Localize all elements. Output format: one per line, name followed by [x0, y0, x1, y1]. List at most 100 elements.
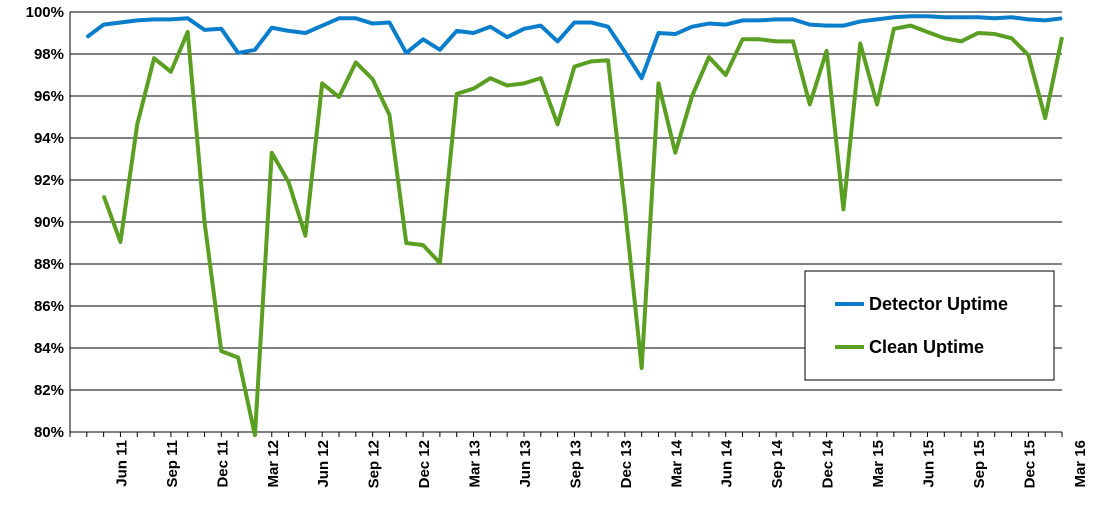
data-point-detector-uptime [304, 32, 306, 34]
x-tick-label: Jun 15 [920, 440, 937, 488]
y-axis-tick-labels: 80% 82% 84% 86% 88% 90% 92% 94% 96% 98% 100% [26, 4, 64, 441]
data-point-clean-uptime [153, 57, 155, 59]
data-point-clean-uptime [893, 28, 895, 30]
x-tick-label: Dec 12 [416, 440, 433, 488]
x-tick-label: Jun 14 [719, 439, 736, 487]
legend-box [804, 270, 1055, 381]
data-point-clean-uptime [926, 31, 929, 33]
data-point-clean-uptime [170, 71, 172, 73]
data-point-detector-uptime [388, 21, 391, 24]
data-point-detector-uptime [876, 18, 878, 20]
y-tick-label: 96% [34, 88, 64, 105]
data-point-clean-uptime [775, 40, 777, 43]
data-point-clean-uptime [1010, 37, 1013, 39]
x-tick-label: Dec 14 [820, 439, 837, 488]
data-point-clean-uptime [355, 61, 357, 64]
x-tick-label: Sep 15 [971, 440, 988, 488]
x-tick-label: Mar 14 [668, 439, 685, 487]
data-point-detector-uptime [439, 49, 441, 51]
data-point-clean-uptime [103, 195, 105, 197]
data-point-detector-uptime [674, 33, 676, 35]
data-point-detector-uptime [725, 24, 727, 26]
data-point-detector-uptime [893, 16, 895, 18]
data-point-detector-uptime [607, 26, 609, 28]
data-point-clean-uptime [304, 235, 306, 237]
data-point-clean-uptime [388, 114, 391, 116]
data-point-clean-uptime [657, 82, 660, 84]
data-point-detector-uptime [170, 18, 172, 20]
data-point-clean-uptime [876, 103, 878, 105]
data-point-detector-uptime [372, 22, 374, 25]
data-point-clean-uptime [372, 78, 374, 80]
data-point-detector-uptime [708, 22, 710, 25]
series-lines [85, 14, 1064, 438]
data-point-detector-uptime [691, 26, 693, 28]
x-tick-label: Sep 14 [769, 439, 786, 488]
y-tick-label: 82% [34, 382, 64, 399]
data-point-detector-uptime [220, 28, 222, 30]
x-tick-label: Sep 13 [567, 440, 584, 488]
data-point-clean-uptime [321, 82, 323, 84]
data-point-clean-uptime [456, 93, 458, 95]
data-point-clean-uptime [842, 208, 845, 210]
data-point-clean-uptime [287, 181, 290, 183]
data-point-detector-uptime [472, 32, 475, 34]
data-point-clean-uptime [607, 59, 609, 61]
data-point-clean-uptime [994, 33, 996, 35]
data-point-detector-uptime [741, 19, 744, 21]
data-point-clean-uptime [1044, 117, 1046, 119]
data-point-clean-uptime [809, 103, 811, 105]
x-tick-label: Mar 12 [265, 440, 282, 488]
data-point-clean-uptime [203, 221, 206, 223]
data-point-clean-uptime [590, 60, 592, 62]
data-point-clean-uptime [237, 356, 239, 359]
data-point-detector-uptime [1010, 16, 1013, 18]
y-tick-label: 98% [34, 46, 64, 63]
y-tick-label: 100% [26, 4, 64, 21]
data-point-detector-uptime [657, 32, 660, 34]
data-point-detector-uptime [775, 18, 777, 20]
data-point-clean-uptime [573, 66, 576, 68]
data-point-detector-uptime [842, 25, 845, 27]
x-tick-label: Mar 16 [1072, 440, 1089, 488]
x-tick-label: Dec 13 [618, 440, 635, 488]
data-point-clean-uptime [338, 96, 340, 98]
data-point-clean-uptime [540, 77, 542, 79]
data-point-clean-uptime [624, 206, 626, 208]
data-point-clean-uptime [472, 88, 475, 90]
data-point-detector-uptime [456, 30, 458, 32]
data-point-detector-uptime [1061, 17, 1063, 19]
data-point-clean-uptime [523, 82, 525, 84]
data-point-detector-uptime [943, 16, 945, 18]
gridlines [70, 11, 1062, 391]
data-point-detector-uptime [910, 15, 912, 17]
x-tick-label: Sep 11 [164, 440, 181, 488]
data-point-detector-uptime [422, 38, 424, 40]
data-point-clean-uptime [641, 367, 643, 369]
y-tick-label: 88% [34, 256, 64, 273]
data-point-detector-uptime [523, 28, 525, 30]
data-point-detector-uptime [254, 49, 256, 51]
data-point-clean-uptime [910, 25, 912, 27]
data-point-detector-uptime [153, 18, 155, 20]
data-point-detector-uptime [405, 52, 407, 54]
data-point-clean-uptime [136, 123, 138, 125]
data-point-clean-uptime [960, 40, 962, 43]
data-point-detector-uptime [556, 40, 559, 43]
data-point-detector-uptime [506, 36, 508, 38]
data-point-detector-uptime [119, 21, 122, 24]
data-point-detector-uptime [321, 25, 323, 27]
data-point-detector-uptime [809, 24, 811, 26]
data-point-detector-uptime [960, 16, 962, 18]
data-point-detector-uptime [826, 25, 828, 27]
x-tick-label: Mar 13 [467, 440, 484, 488]
x-tick-label: Mar 15 [870, 440, 887, 488]
data-point-detector-uptime [859, 20, 861, 23]
x-axis-tick-labels: Jun 11 Sep 11 Dec 11 Mar 12 Jun 12 Sep 12 Dec … [113, 439, 1088, 488]
legend: Detector Uptime Clean Uptime [804, 270, 1055, 381]
data-point-detector-uptime [624, 51, 626, 53]
y-tick-label: 92% [34, 172, 64, 189]
data-point-detector-uptime [540, 25, 542, 27]
data-point-detector-uptime [355, 17, 357, 19]
